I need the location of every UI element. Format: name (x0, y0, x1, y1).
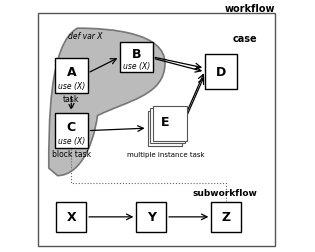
Text: use (X): use (X) (58, 136, 85, 145)
FancyBboxPatch shape (56, 202, 86, 232)
FancyBboxPatch shape (120, 43, 152, 73)
Text: A: A (66, 66, 76, 79)
PathPatch shape (49, 29, 165, 176)
FancyBboxPatch shape (150, 109, 185, 144)
FancyBboxPatch shape (152, 106, 187, 141)
FancyBboxPatch shape (37, 14, 275, 246)
Text: task: task (63, 94, 79, 103)
FancyBboxPatch shape (55, 59, 88, 94)
Text: block task: block task (52, 149, 91, 158)
Text: def var X: def var X (67, 32, 102, 41)
Text: C: C (67, 120, 76, 133)
FancyBboxPatch shape (55, 114, 88, 148)
Text: Z: Z (222, 210, 231, 224)
Text: multiple instance task: multiple instance task (128, 151, 205, 157)
Text: workflow: workflow (225, 4, 275, 14)
FancyBboxPatch shape (147, 111, 182, 146)
Text: case: case (233, 34, 257, 44)
Text: subworkflow: subworkflow (192, 188, 257, 197)
Text: E: E (161, 116, 169, 129)
FancyBboxPatch shape (45, 188, 262, 241)
FancyBboxPatch shape (38, 15, 274, 245)
Text: B: B (131, 48, 141, 60)
FancyBboxPatch shape (45, 34, 262, 188)
Text: use (X): use (X) (123, 61, 150, 71)
Text: D: D (216, 66, 226, 79)
Text: X: X (66, 210, 76, 224)
FancyBboxPatch shape (205, 55, 238, 90)
FancyBboxPatch shape (136, 202, 166, 232)
FancyBboxPatch shape (211, 202, 241, 232)
Text: use (X): use (X) (58, 82, 85, 90)
FancyBboxPatch shape (39, 16, 273, 244)
Text: Y: Y (147, 210, 156, 224)
